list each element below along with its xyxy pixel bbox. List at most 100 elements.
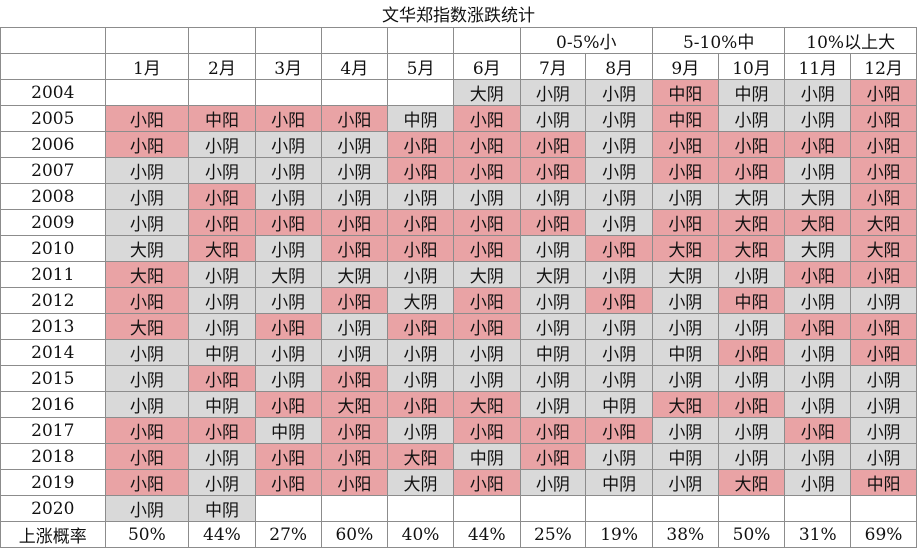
month-result-cell[interactable]: 中阴 — [188, 339, 256, 366]
month-result-cell[interactable]: 中阴 — [651, 443, 719, 470]
month-result-cell[interactable]: 小阴 — [320, 313, 389, 340]
month-result-cell[interactable]: 小阴 — [188, 261, 256, 288]
month-result-cell[interactable]: 小阴 — [519, 79, 587, 106]
month-result-cell[interactable]: 小阳 — [387, 131, 454, 158]
month-result-cell[interactable]: 中阴 — [188, 495, 256, 522]
month-result-cell[interactable]: 大阳 — [188, 235, 256, 262]
empty-cell[interactable] — [0, 53, 106, 80]
empty-cell[interactable] — [104, 27, 190, 54]
month-result-cell[interactable]: 中阳 — [188, 105, 256, 132]
month-result-cell[interactable]: 小阴 — [104, 339, 190, 366]
year-label[interactable]: 2008 — [0, 183, 106, 210]
month-result-cell[interactable]: 大阳 — [104, 261, 190, 288]
month-result-cell[interactable]: 小阴 — [784, 469, 852, 496]
month-result-cell[interactable]: 小阳 — [651, 209, 719, 236]
month-result-cell[interactable]: 小阴 — [717, 417, 786, 444]
month-result-cell[interactable]: 小阳 — [254, 313, 322, 340]
month-result-cell[interactable]: 小阴 — [585, 313, 653, 340]
month-result-cell[interactable]: 小阴 — [585, 105, 653, 132]
month-result-cell[interactable]: 小阳 — [320, 235, 389, 262]
empty-cell[interactable] — [452, 27, 521, 54]
month-result-cell[interactable]: 小阴 — [850, 287, 917, 314]
month-result-cell[interactable]: 小阳 — [452, 105, 521, 132]
month-result-cell[interactable]: 大阳 — [717, 469, 786, 496]
month-result-cell[interactable]: 小阴 — [519, 287, 587, 314]
month-result-cell[interactable]: 大阴 — [254, 261, 322, 288]
month-result-cell[interactable]: 中阴 — [585, 469, 653, 496]
month-result-cell[interactable]: 小阴 — [585, 261, 653, 288]
month-result-cell[interactable]: 小阴 — [717, 313, 786, 340]
empty-cell[interactable] — [0, 27, 106, 54]
month-result-cell[interactable]: 小阳 — [850, 261, 917, 288]
month-result-cell[interactable]: 小阴 — [254, 365, 322, 392]
month-result-cell[interactable]: 小阳 — [519, 131, 587, 158]
month-header[interactable]: 2月 — [188, 53, 256, 80]
month-result-cell[interactable]: 小阳 — [320, 209, 389, 236]
month-result-cell[interactable]: 小阳 — [452, 313, 521, 340]
month-result-cell[interactable]: 小阴 — [651, 313, 719, 340]
month-result-cell[interactable]: 小阳 — [452, 417, 521, 444]
month-result-cell[interactable]: 小阳 — [717, 131, 786, 158]
year-label[interactable]: 2013 — [0, 313, 106, 340]
month-result-cell[interactable]: 中阴 — [519, 339, 587, 366]
month-result-cell[interactable]: 小阴 — [320, 131, 389, 158]
month-result-cell[interactable]: 小阴 — [387, 417, 454, 444]
month-result-cell[interactable]: 小阳 — [254, 469, 322, 496]
month-result-cell[interactable]: 小阳 — [387, 313, 454, 340]
month-result-cell[interactable]: 小阳 — [452, 469, 521, 496]
year-label[interactable]: 2005 — [0, 105, 106, 132]
month-result-cell[interactable]: 小阴 — [784, 105, 852, 132]
month-result-cell[interactable]: 小阴 — [387, 183, 454, 210]
month-result-cell[interactable]: 小阴 — [585, 365, 653, 392]
month-result-cell[interactable]: 小阴 — [717, 261, 786, 288]
month-result-cell[interactable]: 小阴 — [452, 339, 521, 366]
month-result-cell[interactable]: 小阳 — [320, 469, 389, 496]
month-result-cell[interactable]: 小阳 — [784, 261, 852, 288]
month-result-cell[interactable]: 小阴 — [104, 495, 190, 522]
month-result-cell[interactable]: 小阴 — [320, 183, 389, 210]
month-result-cell[interactable]: 小阴 — [254, 157, 322, 184]
month-result-cell[interactable]: 小阴 — [188, 443, 256, 470]
month-result-cell[interactable]: 中阴 — [188, 391, 256, 418]
legend-label[interactable]: 10%以上大 — [784, 27, 917, 54]
month-result-cell[interactable]: 小阴 — [850, 443, 917, 470]
month-result-cell[interactable]: 小阴 — [585, 183, 653, 210]
month-header[interactable]: 8月 — [585, 53, 653, 80]
empty-cell[interactable] — [188, 79, 256, 106]
month-result-cell[interactable]: 小阳 — [387, 157, 454, 184]
empty-cell[interactable] — [585, 495, 653, 522]
month-result-cell[interactable]: 小阴 — [188, 313, 256, 340]
month-result-cell[interactable]: 中阳 — [717, 287, 786, 314]
month-result-cell[interactable]: 小阴 — [651, 365, 719, 392]
month-result-cell[interactable]: 大阴 — [784, 235, 852, 262]
month-result-cell[interactable]: 大阳 — [850, 209, 917, 236]
month-result-cell[interactable]: 小阴 — [452, 365, 521, 392]
month-header[interactable]: 7月 — [519, 53, 587, 80]
empty-cell[interactable] — [254, 79, 322, 106]
month-result-cell[interactable]: 小阴 — [254, 235, 322, 262]
month-result-cell[interactable]: 大阴 — [784, 183, 852, 210]
month-result-cell[interactable]: 小阴 — [387, 339, 454, 366]
month-result-cell[interactable]: 小阳 — [104, 131, 190, 158]
month-result-cell[interactable]: 小阳 — [104, 469, 190, 496]
month-result-cell[interactable]: 小阴 — [651, 287, 719, 314]
empty-cell[interactable] — [850, 495, 917, 522]
month-result-cell[interactable]: 小阳 — [585, 235, 653, 262]
month-result-cell[interactable]: 小阳 — [104, 105, 190, 132]
year-label[interactable]: 2014 — [0, 339, 106, 366]
empty-cell[interactable] — [254, 27, 322, 54]
month-result-cell[interactable]: 小阳 — [104, 287, 190, 314]
month-result-cell[interactable]: 大阳 — [651, 391, 719, 418]
month-result-cell[interactable]: 小阳 — [850, 157, 917, 184]
month-result-cell[interactable]: 小阴 — [188, 469, 256, 496]
empty-cell[interactable] — [104, 79, 190, 106]
month-result-cell[interactable]: 小阳 — [850, 339, 917, 366]
month-result-cell[interactable]: 小阴 — [519, 313, 587, 340]
month-result-cell[interactable]: 小阳 — [651, 131, 719, 158]
month-result-cell[interactable]: 小阴 — [850, 365, 917, 392]
month-result-cell[interactable]: 小阳 — [188, 183, 256, 210]
month-result-cell[interactable]: 大阳 — [387, 443, 454, 470]
month-result-cell[interactable]: 小阴 — [188, 157, 256, 184]
year-label[interactable]: 2020 — [0, 495, 106, 522]
month-result-cell[interactable]: 小阳 — [320, 287, 389, 314]
